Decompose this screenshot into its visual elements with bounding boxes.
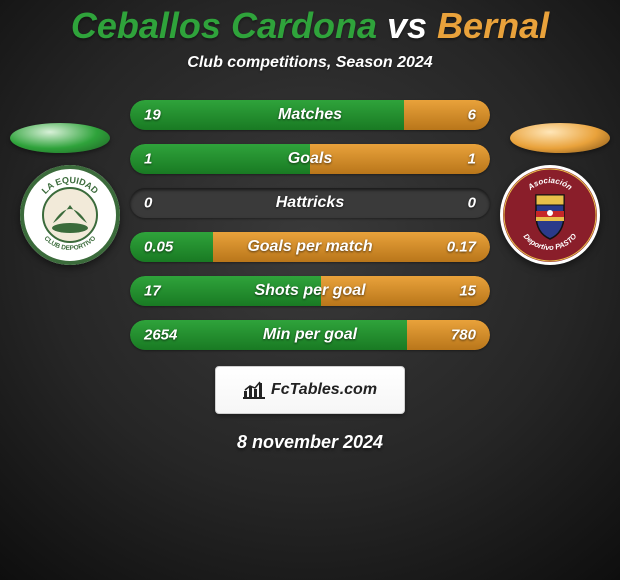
player1-name: Ceballos Cardona <box>71 5 377 46</box>
stat-bar-left <box>130 232 213 262</box>
source-label: FcTables.com <box>271 381 377 399</box>
stat-row: Shots per goal1715 <box>130 276 490 306</box>
stat-label: Hattricks <box>130 194 490 212</box>
stat-value-right: 0 <box>468 194 476 211</box>
deportivo-pasto-icon: Asociación Deportivo PASTO <box>500 165 600 265</box>
stat-bar-right <box>310 144 490 174</box>
stat-bar-right <box>404 100 490 130</box>
stat-bar-left <box>130 144 310 174</box>
stat-bar-left <box>130 320 407 350</box>
vs-label: vs <box>387 5 427 46</box>
date-label: 8 november 2024 <box>237 432 383 453</box>
player2-oval <box>510 123 610 153</box>
page-title: Ceballos Cardona vs Bernal <box>71 6 549 46</box>
stat-bar-right <box>321 276 490 306</box>
stat-bar-right <box>407 320 490 350</box>
stat-bar-left <box>130 276 321 306</box>
player2-name: Bernal <box>437 5 549 46</box>
stat-row: Goals11 <box>130 144 490 174</box>
stat-row: Matches196 <box>130 100 490 130</box>
player2-club-logo: Asociación Deportivo PASTO <box>500 165 600 265</box>
stat-row: Min per goal2654780 <box>130 320 490 350</box>
la-equidad-icon: LA EQUIDAD CLUB DEPORTIVO <box>20 165 120 265</box>
source-badge: FcTables.com <box>215 366 405 414</box>
stats-container: Matches196 Goals11 Hattricks0 0 Goals per ma… <box>130 100 490 350</box>
stat-value-left: 0 <box>144 194 152 211</box>
subtitle: Club competitions, Season 2024 <box>187 54 432 72</box>
stat-row: Hattricks0 0 <box>130 188 490 218</box>
chart-icon <box>243 380 265 400</box>
stat-bar-right <box>213 232 490 262</box>
player1-oval <box>10 123 110 153</box>
stat-row: Goals per match0.050.17 <box>130 232 490 262</box>
player1-club-logo: LA EQUIDAD CLUB DEPORTIVO <box>20 165 120 265</box>
stat-bar-left <box>130 100 404 130</box>
